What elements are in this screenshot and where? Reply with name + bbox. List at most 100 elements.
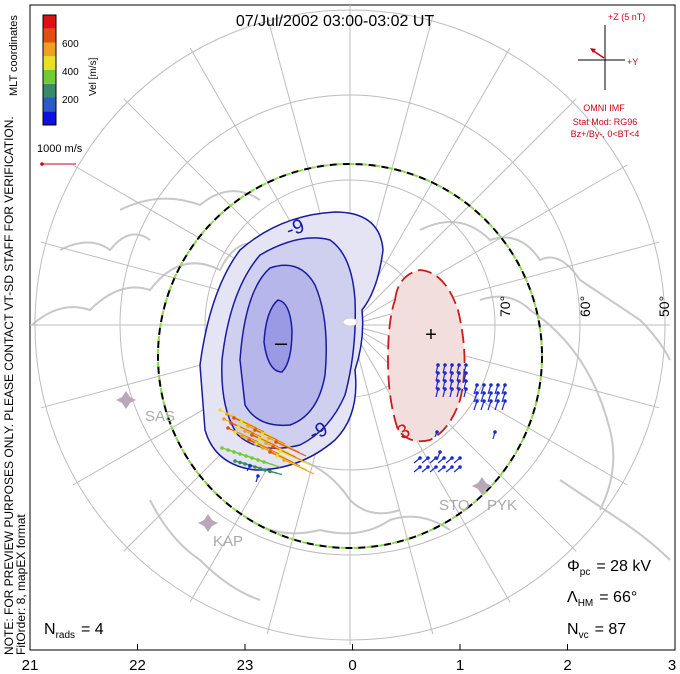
velocity-vector-origin: [264, 441, 268, 445]
mlt-axis: 21 22 23 0 1 2 3: [22, 644, 676, 674]
fit-info: FitOrder: 8, mapEX format: [14, 514, 28, 655]
velocity-vector-origin: [457, 371, 461, 375]
stat-lambda-hm: ΛHM = 66°: [567, 589, 637, 609]
colorbar-swatch: [43, 97, 56, 112]
station-label-sas: SAS: [145, 408, 175, 425]
velocity-vector-origin: [450, 465, 454, 469]
velocity-vector-origin: [243, 429, 247, 433]
velocity-vector-origin: [450, 379, 454, 383]
velocity-vector-origin: [263, 468, 267, 472]
velocity-vector-origin: [253, 428, 257, 432]
velocity-vector-origin: [496, 399, 500, 403]
velocity-vector-origin: [496, 391, 500, 395]
stat-nvc: Nvc = 87: [567, 621, 626, 641]
velocity-vector-origin: [260, 432, 264, 436]
velocity-vector-origin: [236, 425, 240, 429]
stat-phi-symbol: Φ: [567, 558, 580, 575]
stat-nvc-value: = 87: [595, 621, 627, 638]
reference-vector-dot: [40, 162, 44, 166]
velocity-vector-origin: [436, 363, 440, 367]
colorbar-label: Vel [m/s]: [88, 57, 99, 96]
negative-potential-marker: –: [275, 330, 288, 355]
velocity-vector-origin: [240, 434, 244, 438]
velocity-vector-origin: [434, 465, 438, 469]
velocity-vector-origin: [418, 465, 422, 469]
colorbar-swatch: [43, 15, 56, 29]
colorbar: [42, 14, 57, 126]
colorbar-swatch: [43, 83, 56, 98]
velocity-vector-origin: [256, 474, 260, 478]
stat-nrads: Nrads = 4: [44, 621, 104, 641]
station-icon-kap: [198, 514, 218, 532]
velocity-vector-origin: [253, 465, 257, 469]
velocity-vector-origin: [274, 440, 278, 444]
velocity-vector-origin: [450, 456, 454, 460]
colorbar-frame: [42, 14, 57, 126]
velocity-vector-origin: [233, 430, 237, 434]
velocity-vector-origin: [232, 416, 236, 420]
colorbar-swatch: [43, 42, 56, 57]
velocity-vector-origin: [503, 383, 507, 387]
velocity-vector: [283, 459, 315, 475]
stat-nvc-sub: vc: [579, 630, 589, 641]
velocity-vector-origin: [489, 383, 493, 387]
velocity-vector-origin: [418, 456, 422, 460]
imf-axis-z: +Z (5 nT): [608, 12, 645, 22]
velocity-vector-origin: [489, 391, 493, 395]
velocity-vector-origin: [254, 442, 258, 446]
mlt-tick-label: 22: [129, 657, 146, 674]
velocity-vector-origin: [225, 412, 229, 416]
stat-phi-pc: Φpc = 28 kV: [567, 558, 651, 578]
velocity-vector-origin: [250, 433, 254, 437]
velocity-vector-origin: [475, 391, 479, 395]
positive-potential-marker: +: [425, 324, 437, 346]
velocity-vector-origin: [256, 458, 260, 462]
velocity-vector-origin: [232, 450, 236, 454]
colorbar-tick-200: 200: [62, 95, 79, 106]
reference-vector-label: 1000 m/s: [37, 143, 83, 155]
velocity-vector-origin: [248, 464, 252, 468]
velocity-vector-origin: [503, 399, 507, 403]
velocity-vector-origin: [482, 383, 486, 387]
velocity-vector-origin: [442, 456, 446, 460]
velocity-vector-origin: [262, 460, 266, 464]
velocity-vector-origin: [247, 438, 251, 442]
velocity-vector-origin: [246, 424, 250, 428]
velocity-vector-origin: [238, 452, 242, 456]
velocity-vector-origin: [267, 436, 271, 440]
hm-boundary-green: [157, 163, 543, 549]
velocity-vector-origin: [436, 387, 440, 391]
imf-model: Stat Mod: RG96: [573, 117, 638, 127]
velocity-vector-origin: [464, 387, 468, 391]
imf-dial: +Z (5 nT) +Y OMNI IMF Stat Mod: RG96 Bz+…: [571, 12, 646, 139]
colorbar-tick-400: 400: [62, 67, 79, 78]
velocity-vector-origin: [458, 456, 462, 460]
stat-nrads-value: = 4: [81, 621, 104, 638]
colorbar-swatch: [43, 70, 56, 84]
latitude-label-50: 50°: [656, 296, 672, 317]
velocity-vector-origin: [278, 449, 282, 453]
pole-marker: [342, 317, 358, 327]
velocity-vector: [263, 461, 281, 468]
velocity-vector-origin: [275, 454, 279, 458]
velocity-vector-origin: [218, 408, 222, 412]
velocity-vector: [279, 450, 311, 466]
velocity-vector: [269, 470, 283, 476]
colorbar-swatch: [43, 56, 56, 70]
stat-phi-value: = 28 kV: [596, 558, 651, 575]
coordinates-label: MLT coordinates: [8, 15, 20, 96]
stat-lambda-symbol: Λ: [567, 589, 578, 606]
velocity-vector-origin: [436, 379, 440, 383]
imf-source: OMNI IMF: [583, 103, 625, 113]
velocity-vector-origin: [503, 391, 507, 395]
velocity-vector-origin: [426, 465, 430, 469]
velocity-vector-origin: [450, 387, 454, 391]
colorbar-swatch: [43, 111, 56, 125]
velocity-vector-origin: [226, 448, 230, 452]
velocity-vector-origin: [435, 430, 439, 434]
velocity-vector-origin: [443, 387, 447, 391]
velocity-vector-origin: [244, 454, 248, 458]
station-label-kap: KAP: [213, 533, 243, 550]
latitude-label-60: 60°: [577, 296, 593, 317]
